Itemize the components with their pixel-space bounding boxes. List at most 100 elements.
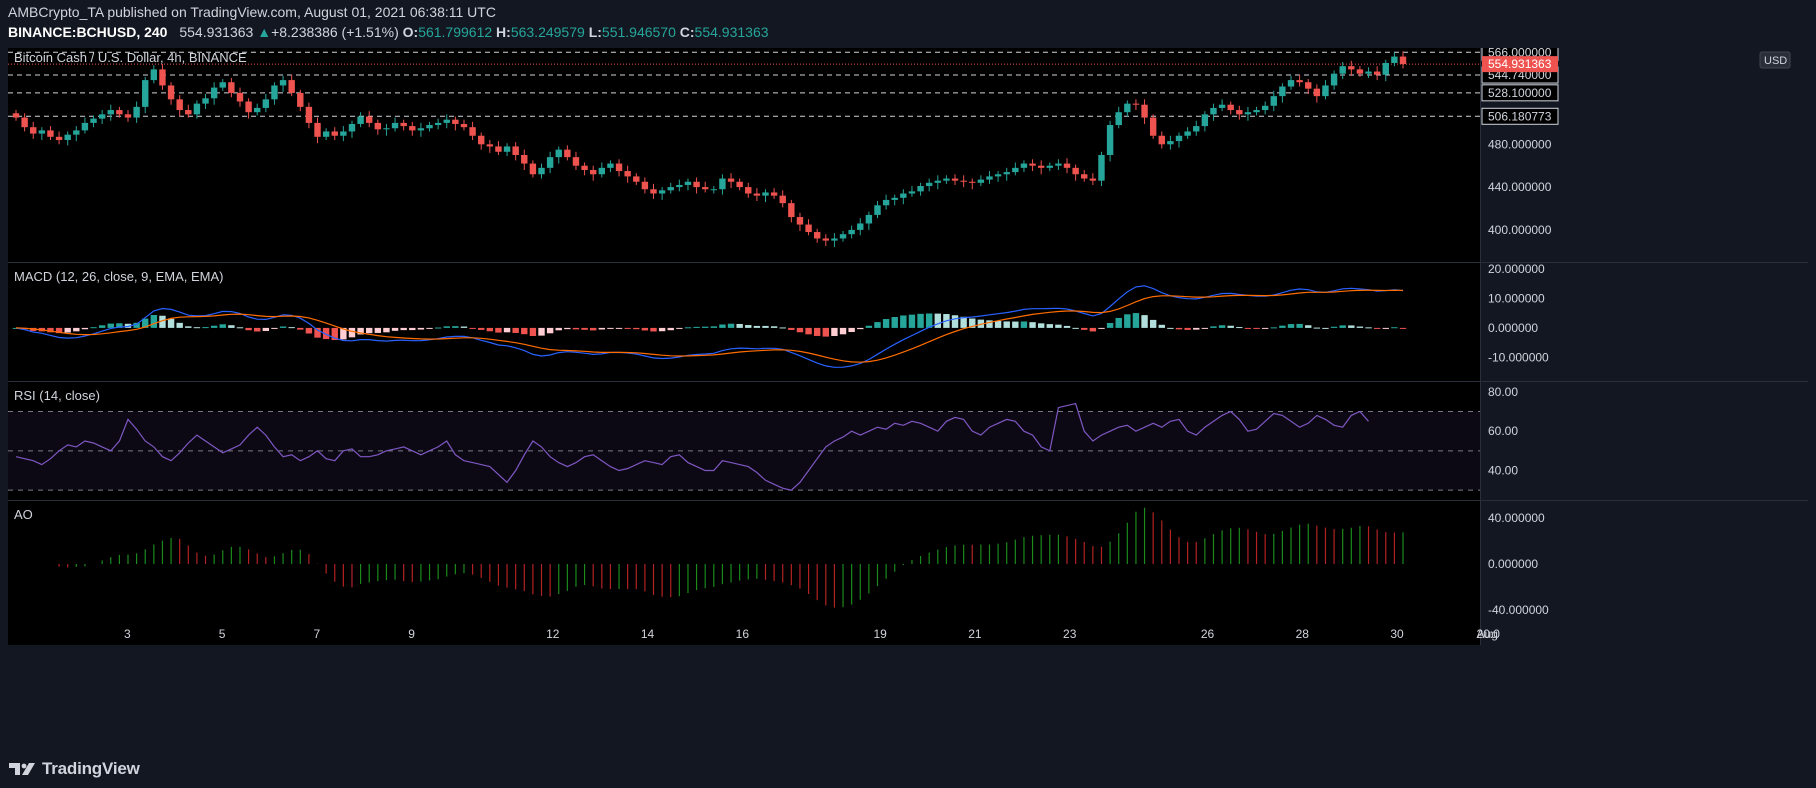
candle[interactable] [1339,66,1346,74]
candle[interactable] [1158,135,1165,145]
candle[interactable] [133,106,140,118]
candle[interactable] [1201,114,1209,127]
candle[interactable] [1313,88,1321,97]
candle[interactable] [641,181,649,190]
candle[interactable] [90,118,97,123]
candle[interactable] [434,122,442,126]
candle[interactable] [400,122,407,127]
candle[interactable] [839,234,847,239]
candle[interactable] [1391,56,1398,63]
candle[interactable] [417,128,425,131]
candle[interactable] [1012,167,1019,173]
candle[interactable] [512,146,519,155]
candle[interactable] [1106,125,1114,155]
candle[interactable] [202,98,209,104]
candle[interactable] [469,127,476,136]
candle[interactable] [684,181,692,185]
candle[interactable] [900,193,907,198]
candle[interactable] [1236,110,1243,115]
candle[interactable] [1149,117,1157,136]
candle[interactable] [1037,165,1045,168]
candle[interactable] [831,238,838,241]
candle[interactable] [314,122,321,137]
candle[interactable] [1261,105,1269,111]
candle[interactable] [219,82,226,88]
candle[interactable] [426,125,433,129]
candle[interactable] [1141,104,1148,118]
candle[interactable] [1124,103,1131,113]
candle[interactable] [1132,103,1140,105]
candle[interactable] [874,205,881,215]
candle[interactable] [1356,69,1364,74]
currency-badge[interactable] [1759,51,1791,69]
candle[interactable] [581,165,588,170]
candle[interactable] [1270,96,1277,106]
candle[interactable] [81,122,89,131]
candle[interactable] [1046,165,1053,168]
candle[interactable] [986,176,993,180]
candle[interactable] [796,217,804,225]
candle[interactable] [279,80,287,86]
candle[interactable] [762,192,769,196]
candle[interactable] [977,179,985,183]
candle[interactable] [460,123,468,128]
candle[interactable] [1382,62,1389,75]
candle[interactable] [288,80,295,93]
candle[interactable] [340,131,347,136]
candle[interactable] [521,155,528,164]
candle[interactable] [1279,86,1286,97]
candle[interactable] [1244,112,1252,115]
candle[interactable] [452,119,459,124]
footer-brand[interactable]: TradingView [42,759,140,778]
candle[interactable] [865,214,873,224]
candle[interactable] [348,123,356,132]
candle[interactable] [658,190,666,194]
candle[interactable] [951,178,959,181]
candle[interactable] [297,92,304,107]
candle[interactable] [1072,167,1079,175]
candle[interactable] [254,107,261,113]
candle[interactable] [1253,110,1260,113]
candle[interactable] [994,174,1002,177]
candle[interactable] [727,178,735,182]
candle[interactable] [443,119,450,123]
candle[interactable] [529,163,537,175]
candle[interactable] [1399,56,1407,65]
candle[interactable] [538,167,545,175]
candle[interactable] [210,87,218,99]
candle[interactable] [857,223,864,230]
candle[interactable] [305,106,313,123]
candle[interactable] [185,110,192,115]
candle[interactable] [710,189,718,191]
candle[interactable] [598,167,606,175]
candle[interactable] [848,229,855,235]
chart-svg[interactable]: Bitcoin Cash / U.S. Dollar, 4h, BINANCE 4… [8,43,1808,748]
candle[interactable] [891,197,898,200]
candle[interactable] [1373,71,1381,75]
candle[interactable] [615,163,623,172]
candle[interactable] [745,187,752,194]
candle[interactable] [262,99,270,108]
candle[interactable] [1089,178,1097,181]
candle[interactable] [788,203,795,218]
candle[interactable] [30,127,37,134]
candle[interactable] [55,136,63,141]
candle[interactable] [1305,82,1312,89]
chart-container[interactable]: Bitcoin Cash / U.S. Dollar, 4h, BINANCE 4… [8,43,1808,748]
candle[interactable] [882,199,890,206]
candle[interactable] [969,181,976,183]
candle[interactable] [391,122,399,129]
candle[interactable] [176,99,183,111]
candle[interactable] [12,113,20,118]
candle[interactable] [107,110,114,115]
candle[interactable] [736,181,743,188]
candle[interactable] [1175,135,1183,142]
candle[interactable] [1020,163,1028,168]
candle[interactable] [1029,163,1036,166]
candle[interactable] [676,184,683,188]
candle[interactable] [1330,73,1338,86]
candle[interactable] [908,191,916,194]
symbol-name[interactable]: BINANCE:BCHUSD, 240 [8,24,168,40]
candle[interactable] [701,187,709,190]
candle[interactable] [245,101,252,113]
